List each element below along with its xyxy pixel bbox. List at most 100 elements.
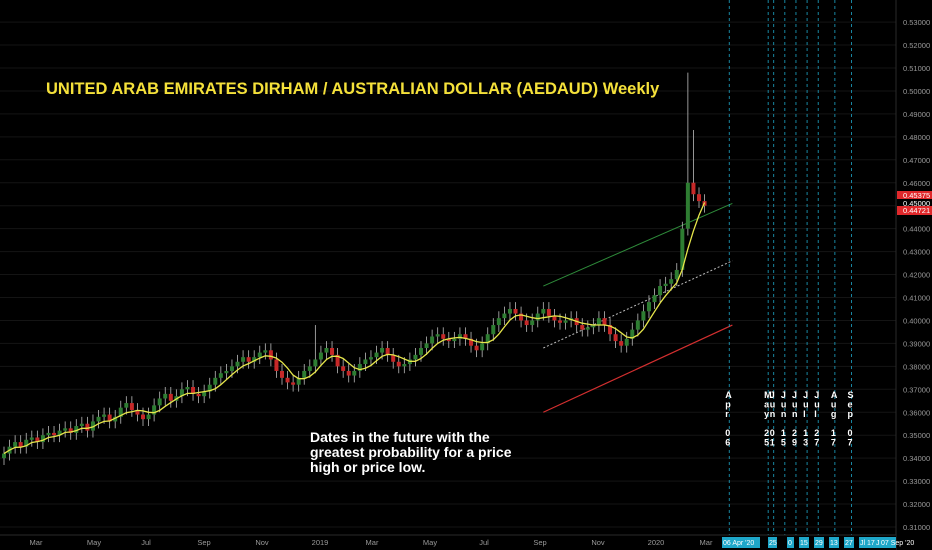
future-date-letter: J: [814, 390, 819, 400]
future-date-letter: J: [803, 390, 808, 400]
candle-body: [541, 308, 546, 314]
future-date-letter: 3: [803, 438, 808, 448]
candle-body: [168, 393, 173, 401]
candle-body: [563, 320, 568, 323]
candle-body: [485, 334, 490, 344]
chart-annotation: Dates in the future with the greatest pr…: [310, 429, 512, 475]
future-date-letter: a: [764, 400, 770, 410]
future-date-tag-label: 17: [867, 540, 875, 547]
candle-body: [663, 283, 668, 287]
future-date-letter: 7: [814, 438, 819, 448]
price-tick-label: 0.38000: [903, 362, 930, 371]
candle-body: [380, 347, 385, 353]
future-date-letter: A: [831, 390, 838, 400]
future-date-letter: e: [848, 400, 853, 410]
candle-body: [263, 350, 268, 353]
future-date-letter: p: [725, 400, 731, 410]
price-tick-label: 0.34000: [903, 454, 930, 463]
candle-body: [596, 318, 601, 326]
candle-body: [13, 442, 18, 447]
time-tick-label: May: [423, 538, 437, 547]
time-tick-label: 2020: [648, 538, 665, 547]
candle-body: [646, 302, 651, 312]
future-date-tag: [829, 537, 839, 548]
future-date-letter: 1: [781, 428, 786, 438]
candle-body: [368, 357, 373, 360]
price-tick-label: 0.51000: [903, 64, 930, 73]
candle-body: [74, 426, 79, 433]
future-date-letter: 6: [725, 438, 730, 448]
future-date-tag-label: 27: [845, 540, 853, 547]
future-date-letter: 5: [781, 438, 786, 448]
price-tag-label: 0.45375: [903, 191, 930, 200]
time-tick-label: Sep: [197, 538, 210, 547]
candle-body: [496, 318, 501, 326]
candle-body: [307, 366, 312, 371]
candle-body: [274, 359, 279, 371]
time-tick-label: Jul: [141, 538, 151, 547]
candle-body: [252, 357, 257, 362]
candle-body: [419, 347, 423, 355]
future-date-letter: n: [781, 409, 787, 419]
price-tick-label: 0.36000: [903, 408, 930, 417]
candle-body: [302, 370, 307, 378]
candle-body: [396, 361, 401, 367]
candle-body: [691, 182, 696, 195]
future-date-letter: g: [831, 409, 837, 419]
candle-body: [107, 414, 112, 422]
candle-body: [207, 384, 212, 392]
candle-body: [507, 308, 512, 314]
candle-body: [524, 320, 529, 326]
candle-body: [674, 269, 679, 280]
candle-body: [680, 228, 685, 270]
future-date-letter: u: [792, 400, 798, 410]
future-date-letter: 2: [814, 428, 819, 438]
future-date-tag: [799, 537, 809, 548]
price-tag: [897, 191, 932, 200]
price-tick-label: 0.52000: [903, 41, 930, 50]
candle-body: [546, 308, 551, 316]
candle-body: [591, 325, 596, 328]
candle-body: [446, 338, 451, 342]
future-date-letter: u: [814, 400, 820, 410]
future-date-tag-label: Jl: [876, 540, 882, 547]
time-tick-label: Mar: [30, 538, 43, 547]
candle-body: [552, 315, 557, 321]
candle-body: [385, 347, 390, 355]
price-tick-label: 0.41000: [903, 294, 930, 303]
future-date-tag: [787, 537, 794, 548]
time-tick-label: Sep: [533, 538, 546, 547]
candle-body: [241, 357, 246, 362]
candle-body: [157, 398, 162, 406]
candle-body: [29, 437, 34, 440]
candle-body: [330, 347, 335, 355]
candle-body: [2, 453, 6, 459]
future-date-tag: [844, 537, 854, 548]
candle-body: [96, 416, 101, 422]
future-date-tag: [875, 537, 881, 548]
candle-body: [402, 364, 407, 367]
upper-channel-line: [543, 202, 733, 287]
candle-body: [196, 393, 201, 397]
candle-body: [285, 377, 290, 383]
time-tick-label: Nov: [255, 538, 269, 547]
future-date-letter: n: [770, 409, 776, 419]
future-date-letter: M: [764, 390, 772, 400]
candle-body: [179, 389, 184, 397]
future-date-tag-label: Jl: [860, 540, 866, 547]
candle-body: [424, 343, 429, 348]
future-date-letter: u: [803, 400, 809, 410]
candle-body: [658, 286, 663, 296]
candle-body: [613, 334, 618, 342]
price-tick-label: 0.53000: [903, 18, 930, 27]
candle-body: [268, 350, 273, 360]
candle-body: [352, 370, 357, 376]
price-tag: [897, 199, 932, 208]
lower-channel-line: [543, 324, 733, 413]
candle-body: [280, 370, 284, 378]
candle-body: [213, 377, 218, 385]
future-date-tag-label: 13: [830, 540, 838, 547]
candle-body: [191, 387, 196, 394]
candle-body: [413, 354, 418, 360]
